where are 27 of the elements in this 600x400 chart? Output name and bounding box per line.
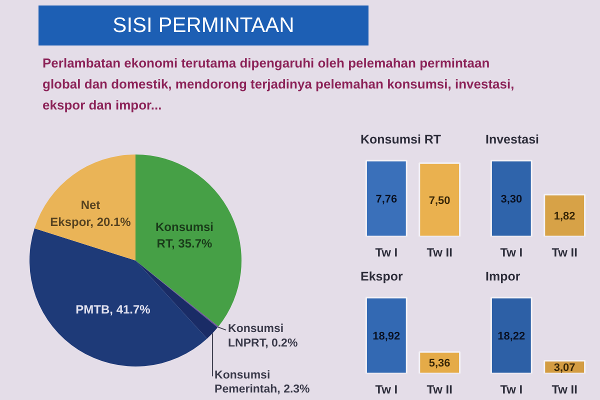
data-label: 7,76 [376, 194, 398, 206]
slice-label: Konsumsi Pemerintah, 2.3% [214, 369, 310, 396]
data-label: 18,22 [498, 330, 526, 343]
data-label: 3,30 [500, 194, 522, 206]
x-tick-label: Tw I [375, 246, 398, 260]
data-label: 3,07 [554, 362, 576, 374]
slice-label: PMTB, 41.7% [76, 302, 151, 317]
x-tick-label: Tw I [500, 382, 523, 396]
slice-label: Konsumsi RT, 35.7% [155, 220, 214, 251]
chart-title: SISI PERMINTAAN [112, 14, 294, 37]
x-tick-label: Tw II [552, 246, 578, 260]
x-tick-label: Tw I [500, 246, 523, 260]
x-tick-label: Tw II [552, 382, 578, 396]
data-label: 5,36 [428, 358, 450, 370]
data-label: 7,50 [428, 194, 450, 207]
chart-title: Konsumsi RT [360, 132, 442, 146]
data-label: 18,92 [372, 330, 400, 343]
chart-subtitle: Perlambatan ekonomi terutama dipengaruhi oleh pelemahan permintaan global dan domestik, mendorong terjadinya pelemahan konsumsi, investasi, ekspor dan impor... [42, 56, 514, 112]
x-tick-label: Tw II [426, 382, 452, 396]
chart-title: Impor [486, 270, 520, 284]
slice-label: Net Ekspor, 20.1% [50, 198, 132, 229]
slice-label: Konsumsi LNPRT, 0.2% [228, 323, 298, 350]
x-tick-label: Tw I [375, 382, 398, 396]
data-label: 1,82 [554, 210, 576, 223]
chart-title: Investasi [486, 132, 540, 146]
x-tick-label: Tw II [426, 246, 452, 260]
chart-title: Ekspor [360, 270, 404, 284]
